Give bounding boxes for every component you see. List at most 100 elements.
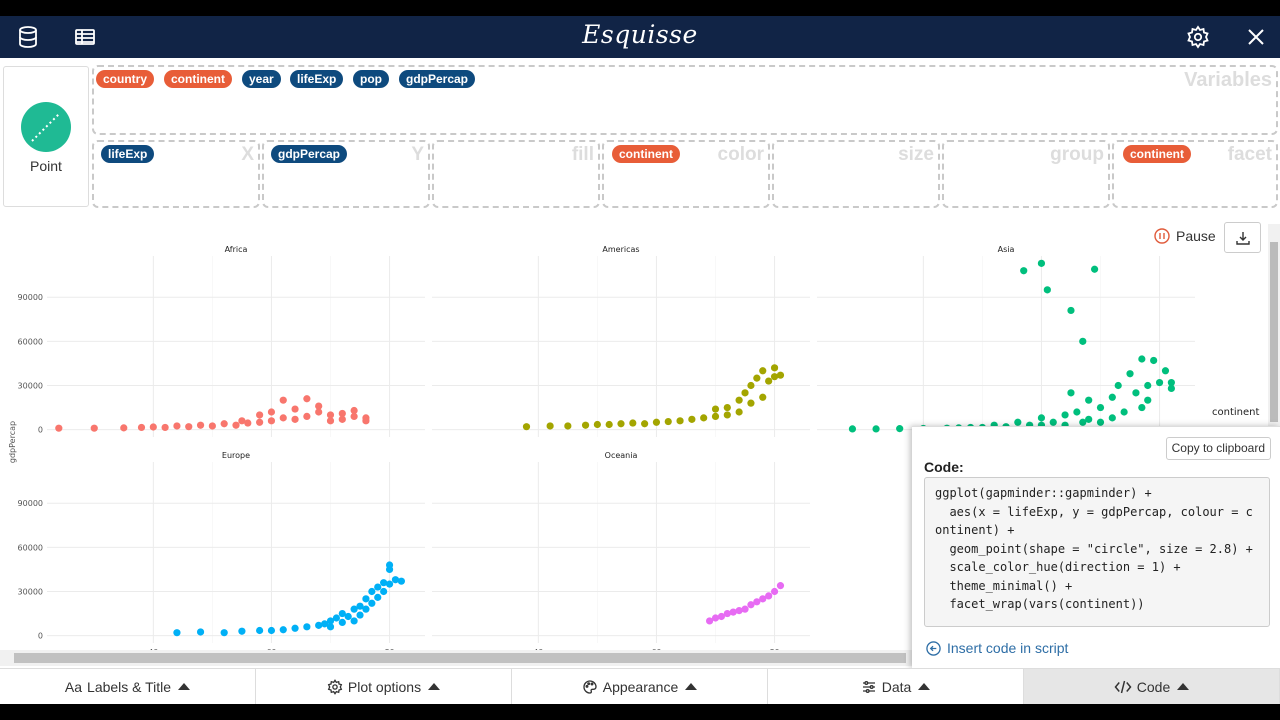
data-point: [723, 403, 731, 412]
data-point: [344, 612, 352, 621]
dropzone-fill[interactable]: fill: [432, 140, 600, 208]
copy-to-clipboard-button[interactable]: Copy to clipboard: [1165, 437, 1271, 460]
dropzone-y-badge[interactable]: gdpPercap: [271, 145, 348, 163]
variables-zone: Variables: [92, 65, 1278, 135]
dropzone-x[interactable]: X: [92, 140, 260, 208]
data-point: [652, 418, 661, 426]
data-point: [232, 421, 240, 429]
geom-selector[interactable]: Point: [3, 66, 89, 207]
variable-badge-continent[interactable]: continent: [164, 70, 232, 88]
pause-button[interactable]: Pause: [1154, 228, 1216, 244]
tab-plot-options[interactable]: Plot options: [256, 669, 512, 704]
dropzone-fill-badge[interactable]: continent: [612, 145, 680, 163]
caret-up-icon: [1177, 683, 1190, 690]
legend-title: continent: [1212, 407, 1259, 418]
data-point: [1096, 403, 1105, 412]
data-point: [315, 402, 323, 410]
data-point: [196, 628, 205, 636]
dropzone-x-label: X: [241, 144, 254, 165]
facet-panel-oceania: Oceania406080: [432, 451, 810, 657]
data-point: [380, 579, 388, 587]
dropzone-color[interactable]: color: [602, 140, 770, 208]
dropzone-group-badge[interactable]: continent: [1123, 145, 1191, 163]
data-point: [765, 377, 773, 385]
data-point: [267, 626, 276, 635]
y-tick-label: 30000: [18, 587, 43, 596]
data-point: [1020, 267, 1028, 275]
data-point: [629, 419, 637, 427]
data-point: [1085, 396, 1093, 404]
horizontal-scrollbar-thumb[interactable]: [14, 653, 906, 663]
data-point: [1079, 337, 1087, 345]
code-block[interactable]: ggplot(gapminder::gapminder) + aes(x = l…: [924, 477, 1270, 627]
data-point: [770, 364, 779, 372]
data-point: [1014, 418, 1022, 426]
pause-label: Pause: [1176, 228, 1216, 244]
app-header: Esquisse: [0, 16, 1280, 58]
data-point: [55, 424, 63, 432]
tab-data-label: Data: [881, 678, 912, 695]
data-point: [350, 617, 358, 625]
data-point: [196, 421, 205, 429]
data-point: [741, 605, 749, 613]
facet-panel-africa: Africa 0 30000 60000 90000: [18, 245, 425, 437]
data-point: [711, 412, 720, 420]
table-icon[interactable]: [73, 25, 97, 49]
tab-code[interactable]: Code: [1024, 669, 1280, 704]
facet-title-oceania: Oceania: [605, 451, 638, 460]
y-tick-label: 90000: [18, 499, 43, 508]
data-point: [753, 598, 761, 606]
variable-badge-gdppercap[interactable]: gdpPercap: [399, 70, 476, 88]
tab-labels-title[interactable]: Aa Labels & Title: [0, 669, 256, 704]
dropzone-facet[interactable]: facet: [1112, 140, 1278, 208]
insert-code-link[interactable]: Insert code in script: [926, 640, 1068, 656]
data-point: [279, 396, 287, 404]
data-point: [1161, 367, 1170, 375]
database-icon[interactable]: [16, 25, 40, 49]
download-icon: [1236, 232, 1250, 245]
variable-badge-lifeexp[interactable]: lifeExp: [290, 70, 344, 88]
pause-icon: [1154, 228, 1170, 244]
dropzone-y[interactable]: Y: [262, 140, 430, 208]
tab-appearance[interactable]: Appearance: [512, 669, 768, 704]
tab-data[interactable]: Data: [768, 669, 1024, 704]
facet-title-americas: Americas: [602, 245, 639, 254]
facet-title-asia: Asia: [998, 245, 1015, 254]
data-point: [385, 580, 394, 588]
data-point: [291, 415, 299, 423]
gear-icon[interactable]: [1186, 25, 1210, 49]
data-point: [356, 611, 364, 619]
data-point: [120, 424, 128, 432]
y-axis-label: gdpPercap: [8, 421, 17, 463]
variable-badge-pop[interactable]: pop: [353, 70, 389, 88]
data-point: [362, 417, 370, 425]
data-point: [1073, 408, 1081, 416]
data-point: [338, 409, 346, 418]
variable-badge-year[interactable]: year: [242, 70, 281, 88]
vertical-scrollbar-thumb[interactable]: [1270, 242, 1278, 422]
data-point: [315, 408, 323, 416]
data-point: [338, 618, 346, 626]
data-point: [872, 425, 880, 433]
variable-badge-country[interactable]: country: [96, 70, 155, 88]
data-point: [753, 374, 761, 382]
data-point: [776, 371, 785, 379]
data-point: [1037, 259, 1046, 267]
dropzone-group-label: group: [1050, 144, 1104, 165]
palette-icon: [583, 679, 597, 694]
tab-plot-options-label: Plot options: [347, 678, 422, 695]
close-icon[interactable]: [1244, 25, 1268, 49]
horizontal-scrollbar[interactable]: [0, 650, 912, 666]
data-point: [522, 423, 531, 431]
dropzone-group[interactable]: group: [942, 140, 1110, 208]
dropzone-x-badge[interactable]: lifeExp: [101, 145, 155, 163]
data-point: [137, 423, 146, 432]
data-point: [1167, 384, 1175, 393]
point-geom-icon: [21, 102, 71, 152]
caret-up-icon: [685, 683, 698, 690]
y-tick-label: 60000: [18, 337, 43, 346]
y-tick-label: 30000: [18, 381, 43, 390]
download-button[interactable]: [1224, 222, 1261, 253]
dropzone-size[interactable]: size: [772, 140, 940, 208]
app-title: Esquisse: [582, 20, 698, 49]
